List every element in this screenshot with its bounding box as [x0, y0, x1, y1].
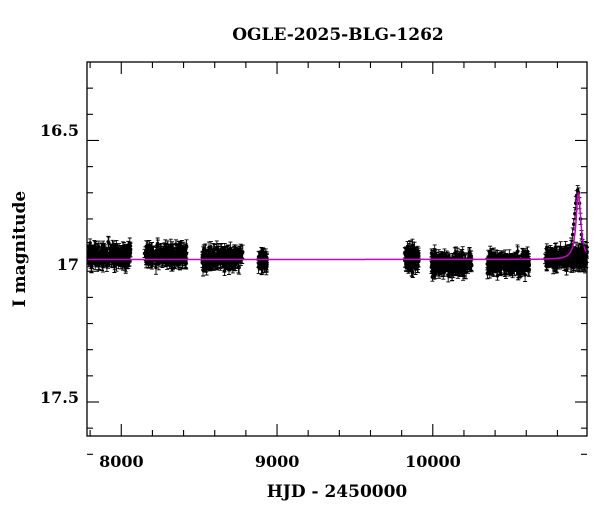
- data-point-season-1: [116, 248, 120, 259]
- chart-title: OGLE-2025-BLG-1262: [232, 25, 444, 45]
- data-point-season-3: [214, 243, 219, 254]
- x-tick-label-10000: 10000: [405, 452, 461, 471]
- data-point-season-2: [177, 247, 182, 262]
- y-tick-label-16-5: 16.5: [40, 121, 79, 140]
- y-axis-label: I magnitude: [10, 191, 30, 308]
- data-point-season-1: [105, 249, 110, 260]
- data-point-season-1: [123, 252, 128, 267]
- x-tick-label-8000: 8000: [99, 452, 144, 471]
- data-point-season-1: [120, 251, 124, 263]
- data-point-season-2: [165, 249, 170, 265]
- x-tick-label-9000: 9000: [255, 452, 300, 471]
- data-point-season-1: [111, 246, 116, 256]
- data-point-season-2: [169, 260, 174, 272]
- data-point-season-1: [102, 252, 107, 264]
- data-point-season-1: [87, 246, 92, 261]
- y-tick-label-17: 17: [57, 255, 79, 274]
- data-points-layer: [86, 185, 589, 283]
- data-point-season-1: [106, 235, 111, 248]
- data-point-season-1: [120, 241, 125, 252]
- data-point-season-2: [155, 239, 160, 252]
- data-point-season-2: [148, 246, 153, 256]
- y-tick-label-17-5: 17.5: [40, 388, 79, 407]
- data-point-season-1: [93, 256, 98, 270]
- data-point-season-2: [154, 260, 158, 275]
- x-axis-label: HJD - 2450000: [267, 482, 408, 502]
